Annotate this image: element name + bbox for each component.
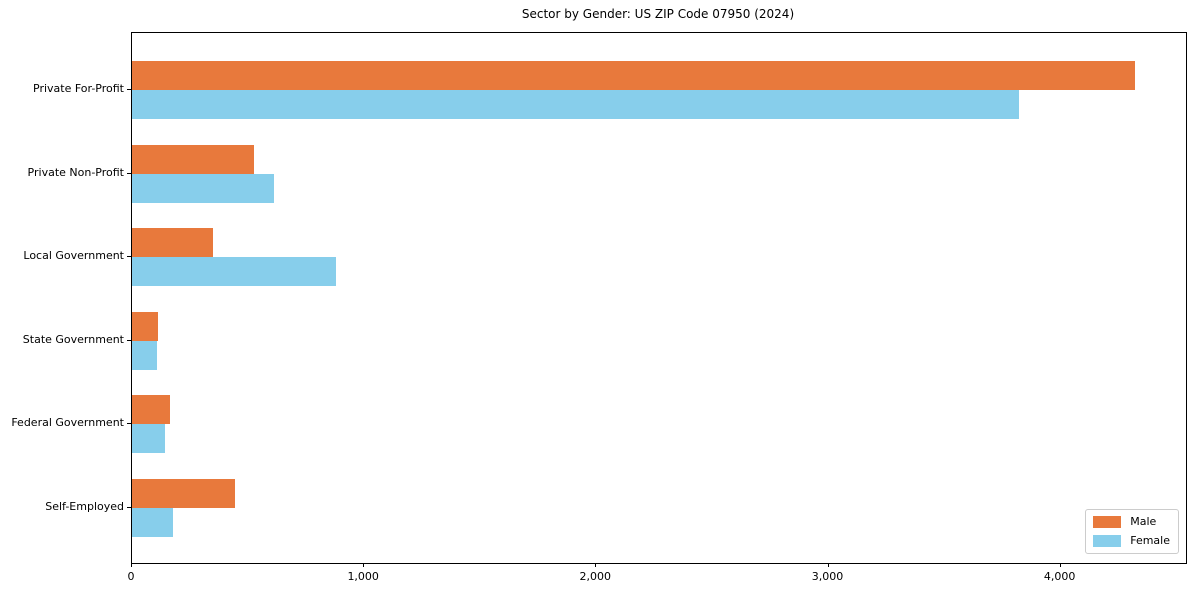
x-tick-label: 0 (127, 570, 135, 583)
bar-female-4 (132, 340, 158, 370)
bar-female-5 (132, 424, 165, 454)
x-tick-label: 4,000 (1043, 570, 1076, 583)
x-tick-mark (131, 563, 132, 567)
y-tick-mark (127, 339, 131, 341)
y-tick-label: Local Government (23, 249, 124, 263)
legend-swatch-female (1093, 535, 1122, 547)
x-tick-mark (1059, 563, 1061, 567)
y-tick-mark (127, 256, 131, 258)
chart-title: Sector by Gender: US ZIP Code 07950 (202… (521, 7, 795, 21)
bar-male-5 (132, 395, 171, 425)
x-tick-label: 2,000 (579, 570, 612, 583)
x-tick-mark (363, 563, 365, 567)
bar-female-3 (132, 257, 337, 287)
y-tick-label: Private Non-Profit (27, 165, 124, 179)
y-tick-label: Private For-Profit (33, 82, 124, 95)
legend-item-female: Female (1093, 534, 1170, 548)
x-tick-mark (827, 563, 829, 567)
y-tick-mark (127, 172, 131, 174)
bar-male-4 (132, 311, 158, 341)
x-tick-mark (595, 563, 597, 567)
bar-male-6 (132, 479, 236, 508)
bar-male-2 (132, 144, 254, 174)
y-tick-label: State Government (22, 332, 124, 346)
plot-area: Male Female (131, 32, 1187, 564)
y-tick-label: Federal Government (11, 416, 124, 430)
y-tick-mark (127, 89, 131, 90)
legend-swatch-male (1093, 516, 1122, 528)
bar-female-6 (132, 508, 173, 537)
bar-male-1 (132, 61, 1135, 90)
legend: Male Female (1085, 509, 1179, 554)
legend-label: Male (1130, 515, 1157, 528)
bar-female-1 (132, 90, 1019, 119)
y-tick-label: Self-Employed (45, 500, 124, 513)
x-tick-label: 1,000 (347, 570, 379, 583)
y-tick-mark (127, 423, 131, 425)
bar-male-3 (132, 228, 214, 258)
bar-female-2 (132, 173, 274, 203)
legend-label: Female (1130, 534, 1170, 547)
legend-item-male: Male (1093, 515, 1170, 529)
x-tick-label: 3,000 (811, 570, 844, 583)
y-tick-mark (127, 507, 131, 508)
